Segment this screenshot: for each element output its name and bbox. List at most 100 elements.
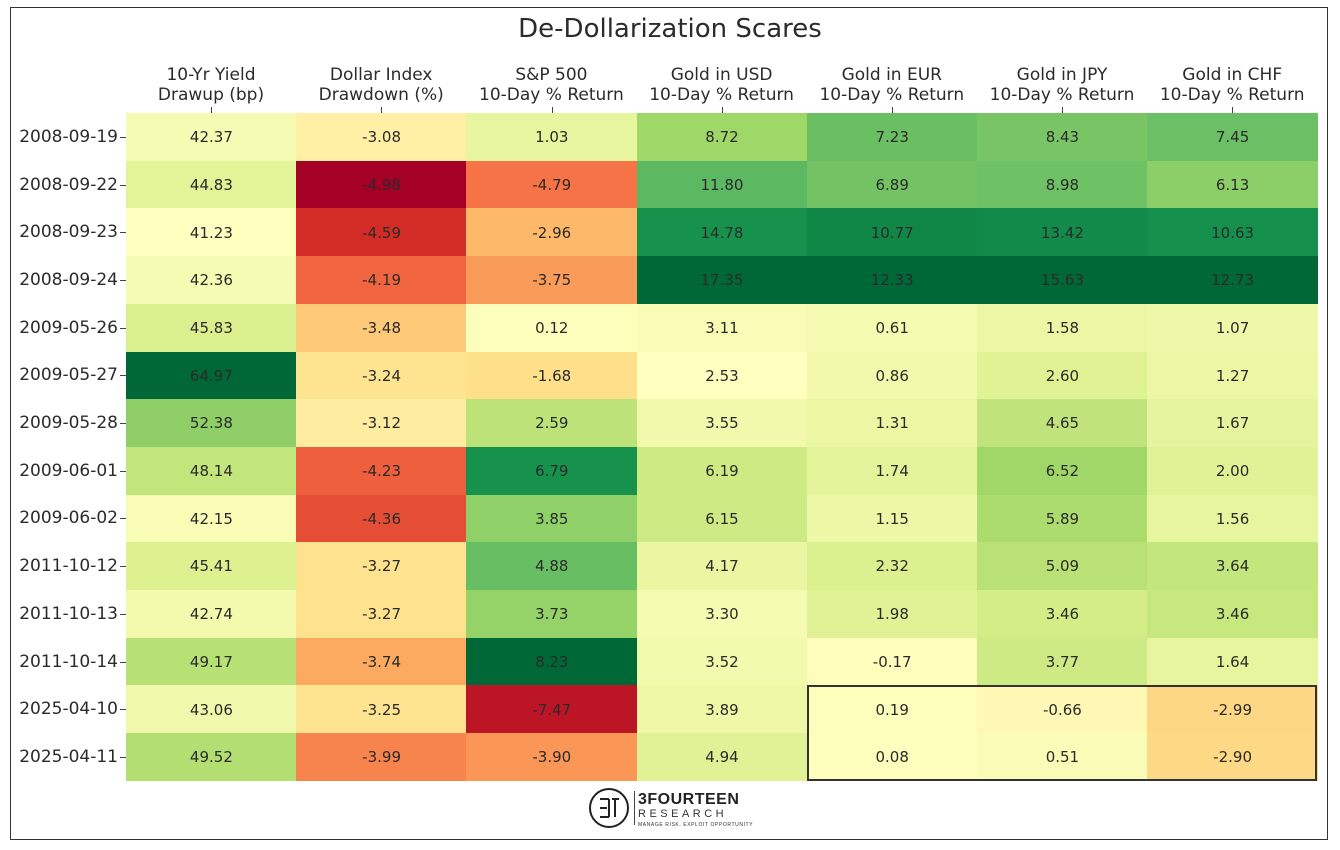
x-tick <box>211 107 213 113</box>
heatmap-cell: 8.23 <box>466 637 638 686</box>
heatmap-cell: -2.99 <box>1147 685 1318 734</box>
heatmap-cell: 49.52 <box>126 733 297 782</box>
heatmap-cell: 48.14 <box>126 446 297 496</box>
heatmap-cell: 1.15 <box>806 494 978 543</box>
heatmap-cell: 12.73 <box>1147 256 1318 305</box>
heatmap-cell: -3.08 <box>296 113 467 162</box>
heatmap-cell: 3.30 <box>636 590 808 639</box>
heatmap-cell: 6.79 <box>466 446 638 496</box>
column-header-line: 10-Day % Return <box>479 85 624 105</box>
heatmap-cell: 1.03 <box>466 113 638 162</box>
heatmap-cell: 44.83 <box>126 160 297 209</box>
heatmap-cell: 3.11 <box>636 303 808 353</box>
chart-title: De-Dollarization Scares <box>518 14 822 44</box>
heatmap-cell: 3.77 <box>977 637 1148 686</box>
column-header: Dollar Index Drawdown (%) <box>296 65 466 105</box>
heatmap-cell: -3.24 <box>296 351 467 400</box>
heatmap-cell: 1.67 <box>1147 399 1318 448</box>
heatmap-cell: 4.17 <box>636 542 808 591</box>
heatmap-cell: 45.83 <box>126 303 297 353</box>
heatmap-cell: 3.85 <box>466 494 638 543</box>
column-header: Gold in EUR 10-Day % Return <box>807 65 977 105</box>
heatmap-cell: -3.90 <box>466 733 638 782</box>
column-header-line: 10-Day % Return <box>819 85 965 105</box>
heatmap-cell: 1.64 <box>1147 637 1318 686</box>
heatmap-cell: -2.90 <box>1147 733 1318 782</box>
heatmap-cell: 1.07 <box>1147 303 1318 353</box>
row-label: 2008-09-24 <box>19 269 118 290</box>
heatmap-cell: -4.19 <box>296 256 467 305</box>
heatmap-cell: 6.19 <box>636 446 808 496</box>
x-tick <box>551 107 553 113</box>
row-label: 2011-10-13 <box>19 603 118 624</box>
heatmap-cell: -3.99 <box>296 733 467 782</box>
x-tick <box>891 107 893 113</box>
heatmap-cell: -4.36 <box>296 494 467 543</box>
column-header-line: 10-Day % Return <box>989 85 1135 105</box>
column-header: Gold in USD 10-Day % Return <box>637 65 807 105</box>
row-label: 2009-06-02 <box>19 508 118 529</box>
y-tick <box>120 518 126 520</box>
y-tick <box>120 184 126 186</box>
row-label: 2009-05-28 <box>19 413 118 434</box>
y-tick <box>120 566 126 568</box>
row-label: 2008-09-23 <box>19 222 118 243</box>
column-header-line: Dollar Index <box>329 65 433 85</box>
heatmap-cell: 3.89 <box>636 685 808 734</box>
heatmap-cell: -4.79 <box>466 160 638 209</box>
row-label: 2008-09-22 <box>19 174 118 195</box>
column-header-line: S&P 500 <box>515 65 588 85</box>
heatmap-cell: 8.43 <box>977 113 1148 162</box>
heatmap-cell: 13.42 <box>977 208 1148 257</box>
column-header-line: Gold in USD <box>670 65 773 85</box>
heatmap-cell: -3.12 <box>296 399 467 448</box>
y-tick <box>120 661 126 663</box>
heatmap-cell: 7.45 <box>1147 113 1318 162</box>
heatmap-cell: 7.23 <box>806 113 978 162</box>
heatmap-cell: 0.86 <box>806 351 978 400</box>
heatmap-cell: 4.65 <box>977 399 1148 448</box>
heatmap-cell: 8.98 <box>977 160 1148 209</box>
heatmap-cell: 3.52 <box>636 637 808 686</box>
heatmap-cell: 6.52 <box>977 446 1148 496</box>
heatmap-cell: 52.38 <box>126 399 297 448</box>
row-label: 2025-04-11 <box>19 746 118 767</box>
heatmap-cell: 3.46 <box>1147 590 1318 639</box>
heatmap-cell: 1.31 <box>806 399 978 448</box>
row-label: 2011-10-12 <box>19 556 118 577</box>
heatmap-cell: 0.51 <box>977 733 1148 782</box>
y-tick <box>120 423 126 425</box>
x-tick <box>721 107 723 113</box>
heatmap-cell: 5.89 <box>977 494 1148 543</box>
column-header-line: 10-Day % Return <box>1159 85 1305 105</box>
heatmap-cell: -3.75 <box>466 256 638 305</box>
heatmap-cell: 45.41 <box>126 542 297 591</box>
heatmap-cell: 1.56 <box>1147 494 1318 543</box>
heatmap-cell: 2.59 <box>466 399 638 448</box>
column-header: Gold in JPY 10-Day % Return <box>977 65 1147 105</box>
heatmap-cell: -4.59 <box>296 208 467 257</box>
heatmap-cell: -3.74 <box>296 637 467 686</box>
heatmap-cell: 42.74 <box>126 590 297 639</box>
column-header: S&P 500 10-Day % Return <box>466 65 636 105</box>
heatmap-cell: -3.27 <box>296 590 467 639</box>
column-header-line: 10-Yr Yield <box>166 65 256 85</box>
heatmap-cell: 1.58 <box>977 303 1148 353</box>
chart-frame <box>10 7 1328 840</box>
brand-logo: 3FOURTEEN RESEARCH MANAGE RISK. EXPLOIT … <box>588 787 758 831</box>
heatmap-cell: 0.08 <box>806 733 978 782</box>
heatmap-cell: 12.33 <box>806 256 978 305</box>
heatmap-cell: 14.78 <box>636 208 808 257</box>
heatmap-cell: 2.60 <box>977 351 1148 400</box>
heatmap-cell: 1.98 <box>806 590 978 639</box>
heatmap-cell: 4.88 <box>466 542 638 591</box>
y-tick <box>120 613 126 615</box>
column-header-line: Gold in CHF <box>1182 65 1283 85</box>
y-tick <box>120 470 126 472</box>
heatmap-cell: 6.15 <box>636 494 808 543</box>
column-header-line: Gold in EUR <box>841 65 942 85</box>
y-tick <box>120 279 126 281</box>
heatmap-cell: 3.46 <box>977 590 1148 639</box>
y-tick <box>120 375 126 377</box>
heatmap-cell: 2.00 <box>1147 446 1318 496</box>
